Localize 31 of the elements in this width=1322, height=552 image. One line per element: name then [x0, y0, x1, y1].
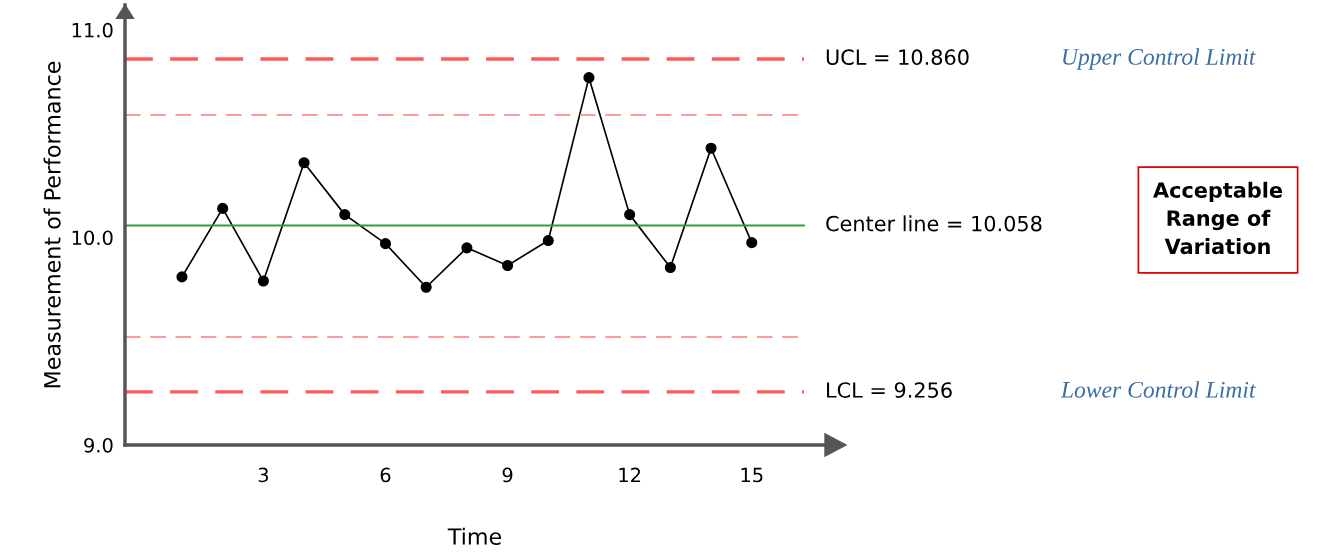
- y-tick-label: 10.0: [72, 230, 113, 246]
- point: [461, 242, 473, 254]
- point: [746, 237, 758, 249]
- ref-line-label: UCL = 10.860: [826, 49, 969, 66]
- point: [542, 235, 554, 247]
- point: [502, 259, 514, 272]
- point: [257, 275, 269, 287]
- point: [624, 209, 636, 221]
- text: Lower Control Limit: [1060, 381, 1256, 398]
- text: Acceptable Range of Variation: [1153, 181, 1283, 255]
- x-tick-label: 12: [619, 467, 641, 482]
- x-tick-label: 15: [741, 467, 763, 483]
- x-tick-label: 9: [502, 467, 513, 483]
- point: [176, 271, 188, 283]
- point: [420, 281, 432, 293]
- x-tick-label: 6: [380, 467, 391, 483]
- point: [705, 142, 717, 154]
- y-tick-label: 11.0: [72, 22, 113, 38]
- y-tick-label: 9.0: [84, 437, 113, 453]
- point: [339, 209, 351, 221]
- point: [298, 157, 310, 169]
- point: [583, 72, 595, 84]
- ref-line-label: LCL = 9.256: [827, 382, 952, 398]
- point: [379, 238, 392, 250]
- x-tick-label: 3: [258, 467, 268, 483]
- x-axis-title: Time: [447, 527, 501, 545]
- text: Upper Control Limit: [1063, 48, 1256, 70]
- point: [217, 202, 229, 214]
- point: [664, 261, 676, 274]
- y-axis-title: Measurement of Performance: [43, 61, 61, 388]
- ref-line-label: Center line = 10.058: [826, 215, 1042, 232]
